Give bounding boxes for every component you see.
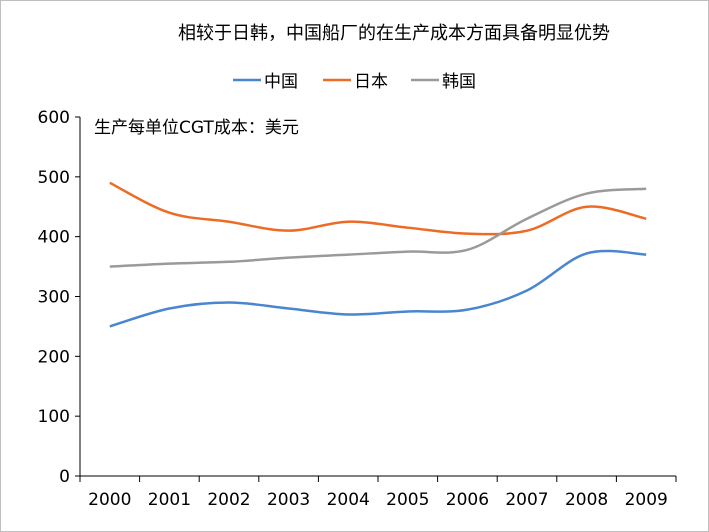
legend: 中国 日本 韩国 [233, 72, 476, 92]
chart-title: 相较于日韩，中国船厂的在生产成本方面具备明显优势 [178, 23, 610, 44]
unit-annotation: 生产每单位CGT成本：美元 [94, 118, 299, 138]
series-line-0 [109, 249, 647, 328]
legend-label-0: 中国 [264, 72, 298, 92]
x-tick-label: 2007 [505, 490, 548, 510]
axes: 0 100 200 300 400 500 600 2000 2001 2002 2003 2004 2… [38, 108, 677, 510]
y-tick-label: 500 [38, 168, 70, 188]
y-tick-label: 200 [38, 347, 70, 367]
legend-label-2: 韩国 [442, 72, 476, 92]
series-lines [109, 181, 647, 328]
y-tick-label: 300 [38, 288, 70, 308]
series-line-2 [109, 187, 647, 268]
x-tick-label: 2004 [327, 490, 370, 510]
x-tick-label: 2009 [625, 490, 668, 510]
x-tick-label: 2001 [148, 490, 191, 510]
y-tick-label: 0 [59, 467, 70, 487]
x-tick-label: 2002 [207, 490, 250, 510]
series-line-1 [109, 181, 647, 236]
x-tick-label: 2003 [267, 490, 310, 510]
y-tick-label: 400 [38, 228, 70, 248]
y-tick-label: 100 [38, 407, 70, 427]
x-tick-label: 2005 [386, 490, 429, 510]
legend-label-1: 日本 [354, 72, 388, 92]
x-tick-label: 2008 [565, 490, 608, 510]
x-tick-label: 2000 [88, 490, 131, 510]
x-tick-label: 2006 [446, 490, 489, 510]
y-tick-label: 600 [38, 108, 70, 128]
